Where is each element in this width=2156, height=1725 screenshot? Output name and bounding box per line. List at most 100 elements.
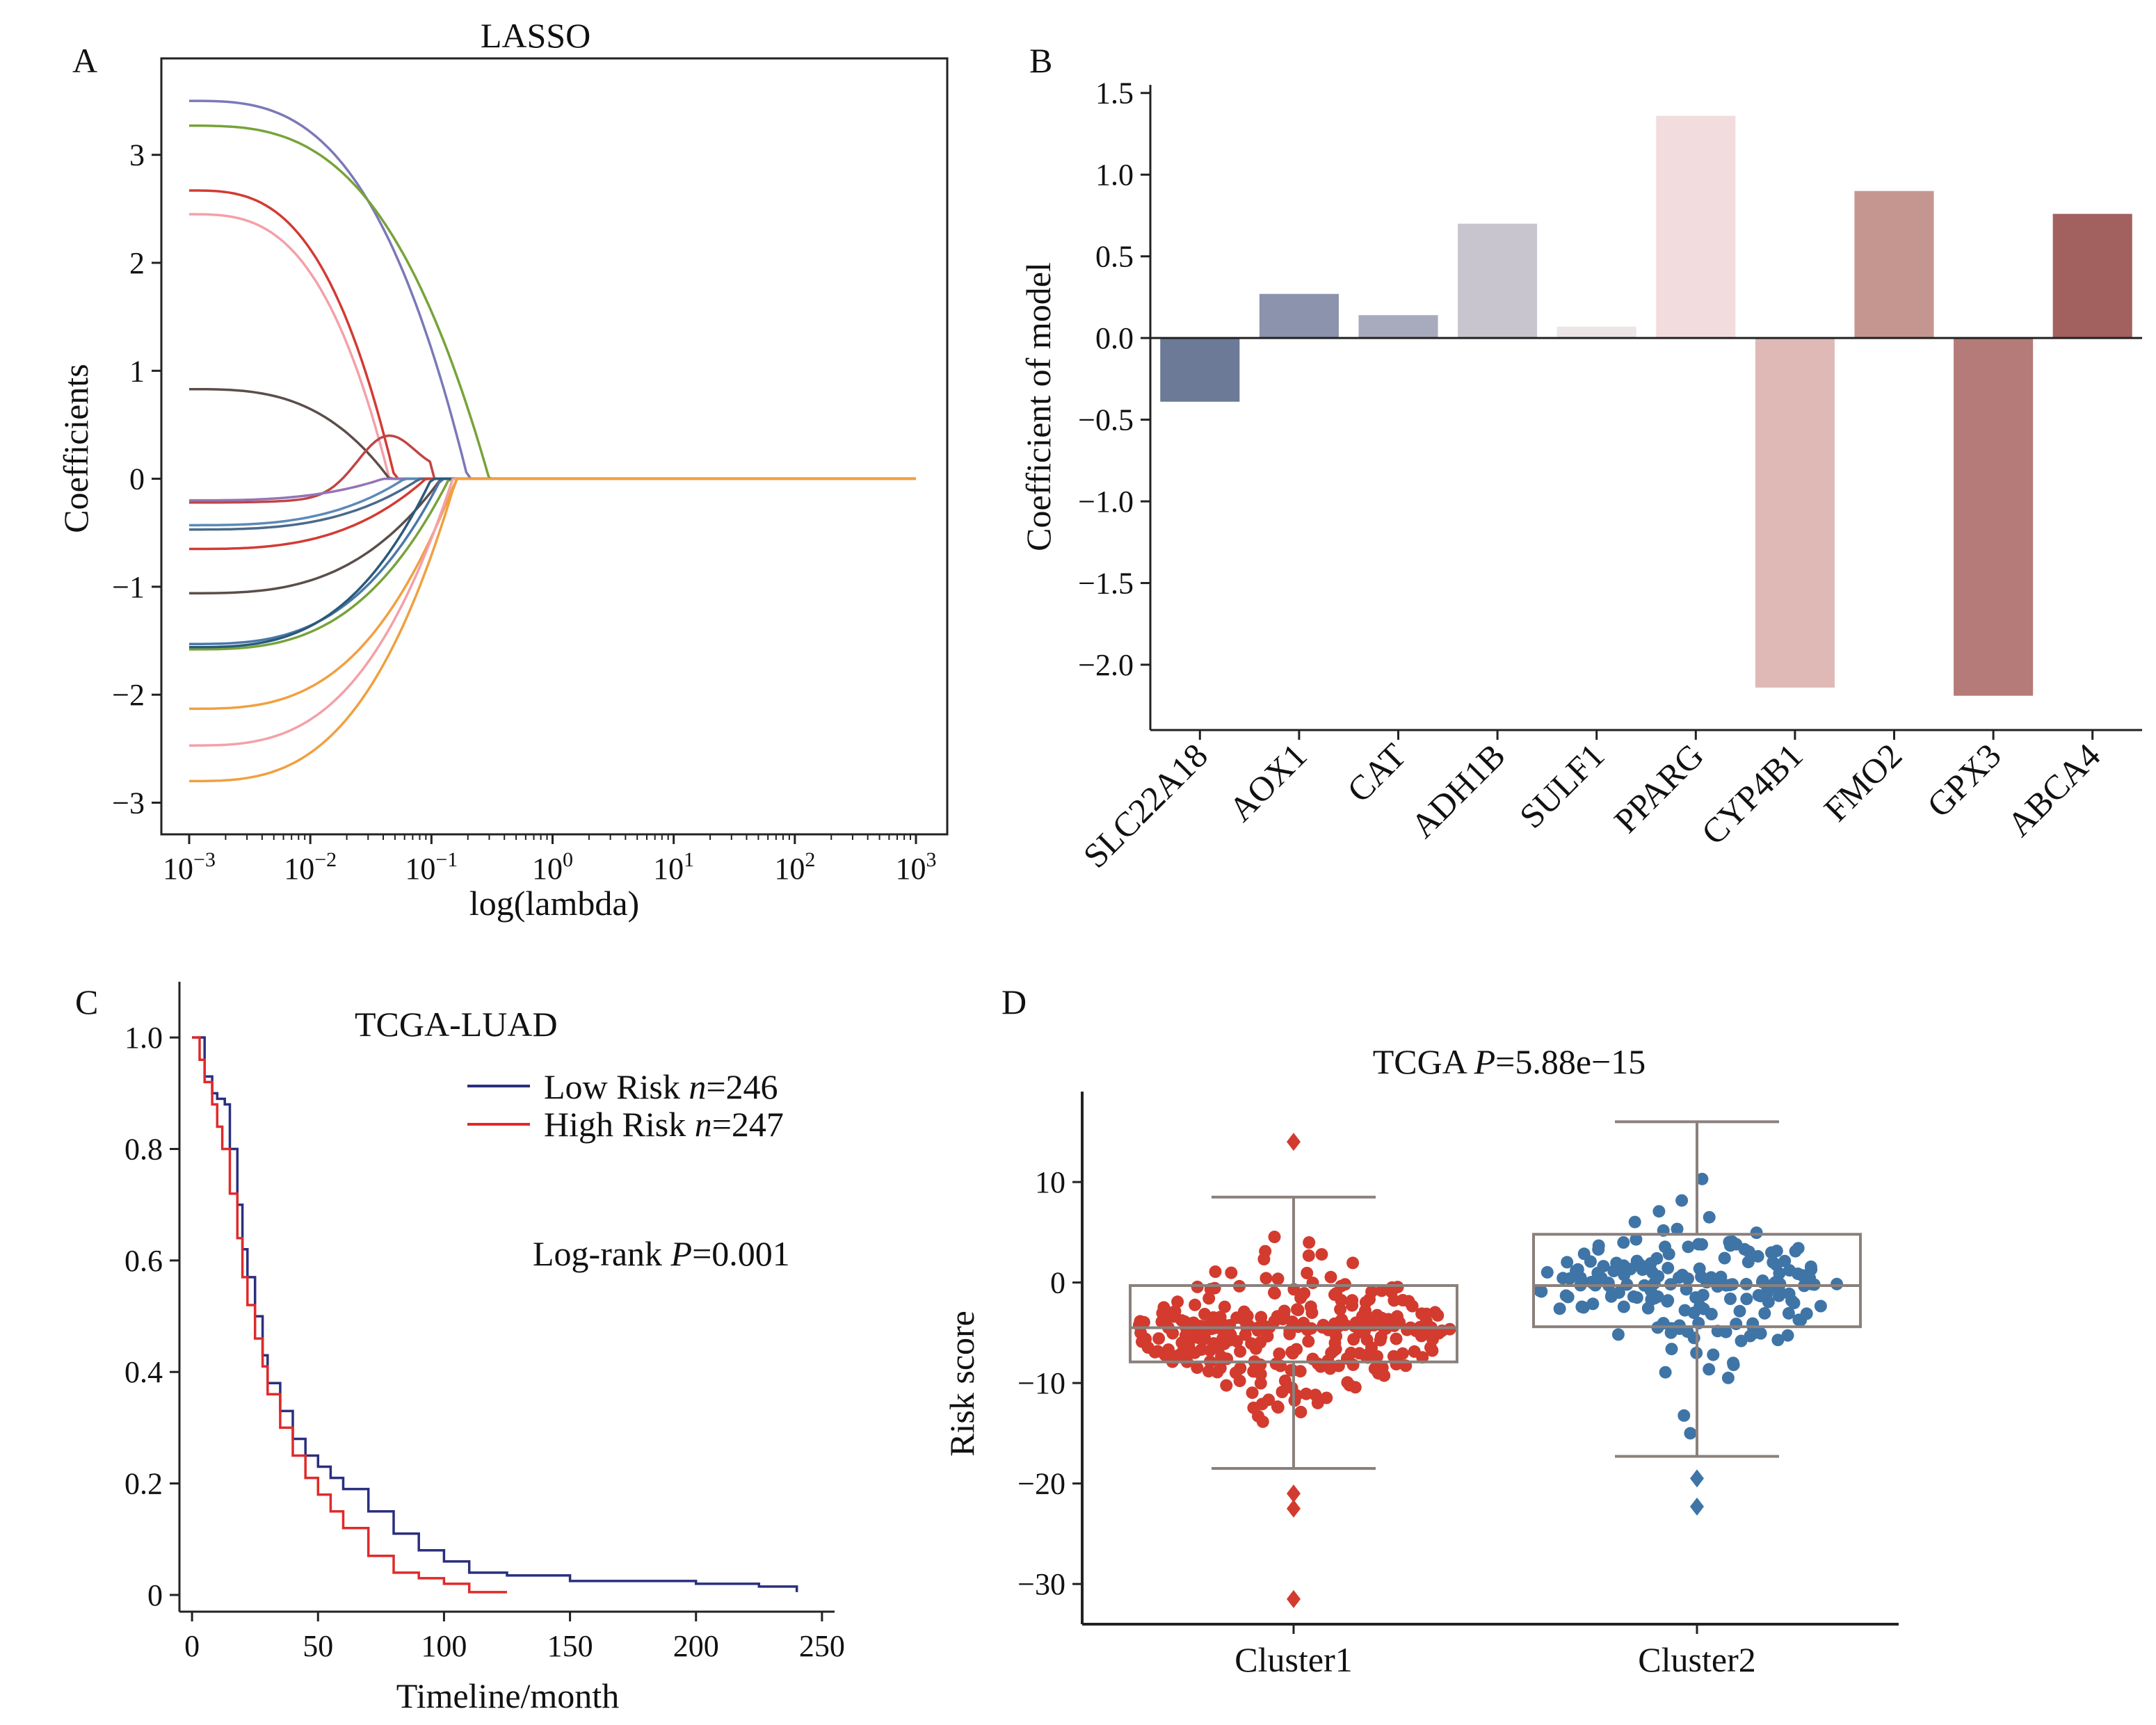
box-group-cluster1 <box>1129 1133 1458 1608</box>
x-tick-label: 200 <box>673 1629 719 1663</box>
data-point <box>1292 1304 1305 1317</box>
data-point <box>1723 1236 1736 1249</box>
data-point <box>1302 1335 1315 1348</box>
data-point <box>1157 1306 1170 1319</box>
data-point <box>1254 1377 1267 1390</box>
data-point <box>1290 1388 1303 1402</box>
panel-c-title: TCGA-LUAD <box>355 1005 558 1044</box>
y-tick-label: 0 <box>129 462 145 496</box>
y-tick-label: −20 <box>1017 1467 1065 1501</box>
data-point <box>1535 1285 1548 1298</box>
legend-low-risk-label: Low Risk n=246 <box>544 1067 778 1106</box>
data-point <box>1302 1249 1315 1262</box>
coefficient-path-line <box>189 434 916 504</box>
data-point <box>1592 1239 1605 1252</box>
data-point <box>1741 1256 1755 1269</box>
data-point <box>1650 1252 1664 1265</box>
y-tick-label: 10 <box>1035 1165 1065 1199</box>
box-group-cluster2 <box>1532 1120 1862 1516</box>
data-point <box>1751 1249 1764 1263</box>
data-point <box>1432 1327 1445 1340</box>
data-point <box>1617 1259 1630 1272</box>
data-point <box>1191 1331 1205 1345</box>
y-tick-label: −3 <box>112 786 145 820</box>
data-point <box>1304 1300 1317 1313</box>
data-point <box>1359 1296 1372 1309</box>
x-tick-label: AOX1 <box>1221 736 1314 829</box>
y-tick-label: −0.5 <box>1078 403 1134 437</box>
data-point <box>1730 1318 1743 1331</box>
coefficient-path-line <box>189 477 916 551</box>
coefficient-path-line <box>189 477 916 527</box>
data-point <box>1724 1293 1737 1305</box>
data-point <box>1721 1371 1735 1384</box>
data-point <box>1703 1210 1716 1224</box>
data-point <box>1306 1352 1319 1366</box>
km-curve-high-risk <box>192 1036 507 1594</box>
data-point <box>1341 1376 1354 1389</box>
bar-adh1b <box>1458 223 1538 339</box>
x-tick-label: Cluster2 <box>1638 1640 1755 1679</box>
data-point <box>1320 1391 1333 1404</box>
panel-b-y-axis: −2.0 −1.5 −1.0 −0.5 0.0 0.5 1.0 1.5 <box>1078 76 1150 682</box>
data-point <box>1408 1345 1421 1358</box>
x-tick-label: ADH1B <box>1403 736 1512 845</box>
data-point <box>1633 1258 1646 1271</box>
data-point <box>1349 1316 1362 1329</box>
data-point <box>1298 1287 1311 1300</box>
data-point <box>1789 1245 1802 1258</box>
panel-d-y-axis: −30 −20 −10 0 10 <box>1017 1165 1082 1601</box>
x-tick-label: FMO2 <box>1816 736 1909 829</box>
bar-aox1 <box>1259 293 1339 339</box>
data-point <box>1733 1304 1746 1318</box>
data-point <box>1611 1328 1625 1341</box>
data-point <box>1300 1387 1313 1400</box>
x-tick-label: GPX3 <box>1920 736 2009 825</box>
data-point <box>1365 1341 1378 1354</box>
data-point <box>1257 1253 1271 1265</box>
data-point <box>1179 1329 1192 1342</box>
data-point <box>1218 1337 1231 1350</box>
y-tick-label: 1.0 <box>124 1021 163 1055</box>
data-point <box>1189 1298 1202 1311</box>
legend-high-risk-label: High Risk n=247 <box>544 1105 784 1144</box>
data-point <box>1687 1306 1700 1320</box>
data-point <box>1401 1323 1414 1336</box>
panel-a-y-axis: −3 −2 −1 0 1 2 3 <box>112 138 161 820</box>
data-point <box>1271 1401 1285 1414</box>
y-tick-label: 1.0 <box>1095 158 1134 192</box>
data-point <box>1309 1388 1322 1402</box>
coefficient-path-line <box>189 477 916 645</box>
y-tick-label: 0.6 <box>124 1244 163 1278</box>
x-tick-label: 150 <box>547 1629 593 1663</box>
data-point <box>1696 1288 1709 1302</box>
bar-gpx3 <box>1954 338 2034 696</box>
coefficient-path-line <box>189 477 916 783</box>
data-point <box>1303 1236 1316 1249</box>
swarm-points <box>1132 1231 1456 1428</box>
data-point <box>1220 1379 1233 1392</box>
y-tick-label: 0.8 <box>124 1133 163 1167</box>
data-point <box>1415 1307 1429 1320</box>
data-point <box>1344 1346 1358 1359</box>
y-tick-label: −1.5 <box>1078 567 1134 601</box>
data-point <box>1831 1277 1844 1290</box>
y-tick-label: 0 <box>1050 1266 1065 1300</box>
data-point <box>1678 1409 1691 1422</box>
data-point <box>1561 1256 1574 1269</box>
data-point <box>1618 1268 1631 1281</box>
data-point <box>1218 1300 1231 1313</box>
panel-c-x-axis: 0 50 100 150 200 250 <box>184 1612 845 1663</box>
outlier-marker <box>1287 1133 1301 1151</box>
data-point <box>1151 1345 1164 1358</box>
x-tick-label: SLC22A18 <box>1075 736 1215 875</box>
data-point <box>1553 1302 1566 1315</box>
y-tick-label: 0.2 <box>124 1467 163 1501</box>
data-point <box>1628 1215 1641 1229</box>
data-point <box>1390 1332 1403 1345</box>
km-curve-low-risk <box>192 1036 798 1592</box>
panel-b-letter: B <box>1029 41 1052 80</box>
data-point <box>1204 1344 1216 1357</box>
